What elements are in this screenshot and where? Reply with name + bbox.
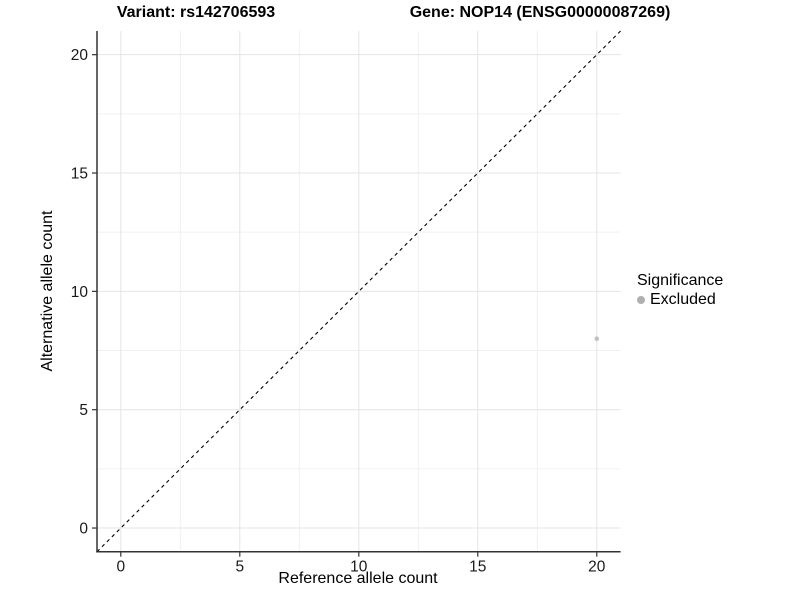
data-point xyxy=(594,336,600,341)
gene-title: Gene: NOP14 (ENSG00000087269) xyxy=(409,4,671,21)
variant-title: Variant: rs142706593 xyxy=(116,4,276,21)
legend-item-label: Excluded xyxy=(650,291,716,308)
y-tick-label: 0 xyxy=(79,521,88,538)
x-axis-title: Reference allele count xyxy=(278,570,438,587)
legend-item-excluded: Excluded xyxy=(637,290,723,309)
x-tick-label: 0 xyxy=(116,559,125,576)
y-tick-label: 20 xyxy=(71,47,89,64)
x-tick-label: 10 xyxy=(350,559,368,576)
x-tick-label: 20 xyxy=(588,559,606,576)
x-tick-label: 5 xyxy=(235,559,244,576)
y-axis-title: Alternative allele count xyxy=(39,210,56,372)
legend: Significance Excluded xyxy=(637,271,723,309)
excluded-point-icon xyxy=(637,295,645,304)
legend-title: Significance xyxy=(637,272,724,289)
x-tick-label: 15 xyxy=(469,559,486,576)
y-tick-label: 10 xyxy=(71,284,89,301)
y-tick-label: 5 xyxy=(79,402,88,419)
y-tick-label: 15 xyxy=(71,166,88,183)
